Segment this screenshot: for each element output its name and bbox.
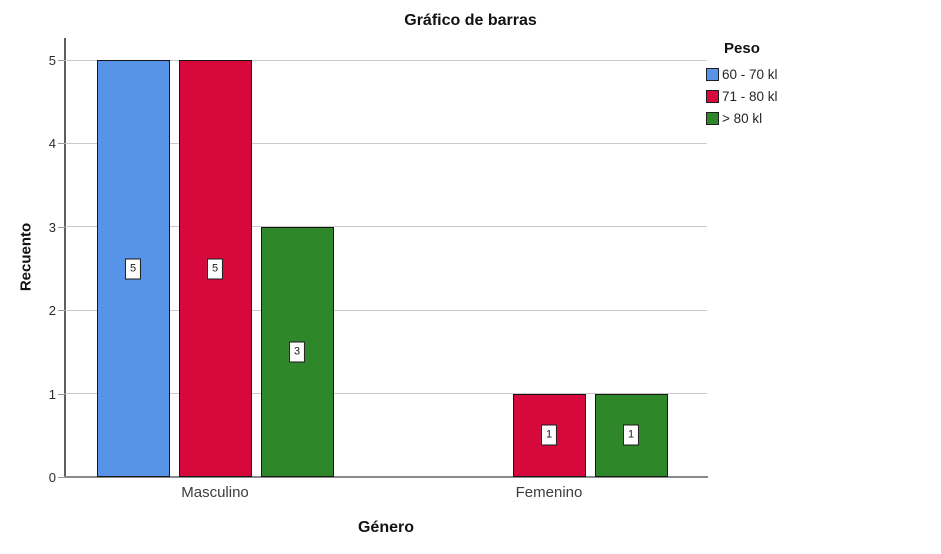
y-tick-label: 3 bbox=[48, 219, 56, 235]
legend-swatch-icon bbox=[706, 90, 719, 103]
gridline bbox=[65, 59, 707, 61]
legend-title: Peso bbox=[724, 40, 760, 57]
y-tick-label: 2 bbox=[48, 303, 56, 319]
legend-items: 60 - 70 kl 71 - 80 kl > 80 kl bbox=[706, 67, 936, 126]
category-label-femenino: Femenino bbox=[515, 484, 583, 501]
gridline bbox=[65, 142, 707, 144]
y-tick bbox=[58, 393, 65, 395]
legend-swatch-icon bbox=[706, 112, 719, 125]
y-tick-label: 1 bbox=[48, 386, 56, 402]
y-tick bbox=[58, 60, 65, 61]
x-axis-line bbox=[64, 476, 708, 478]
legend-item-label: 60 - 70 kl bbox=[722, 67, 778, 82]
y-tick bbox=[58, 226, 65, 228]
bar-value-label: 5 bbox=[206, 258, 224, 279]
y-tick bbox=[58, 310, 65, 312]
legend-item: 71 - 80 kl bbox=[706, 89, 936, 104]
y-tick-label: 0 bbox=[48, 470, 56, 485]
gridline bbox=[65, 393, 707, 395]
legend-item: 60 - 70 kl bbox=[706, 67, 936, 82]
legend-swatch-icon bbox=[706, 68, 719, 81]
y-tick-label: 4 bbox=[48, 136, 56, 152]
x-axis-title: Género bbox=[357, 519, 414, 536]
chart-title: Gráfico de barras bbox=[404, 12, 537, 29]
gridline bbox=[65, 226, 707, 228]
bar-value-label: 3 bbox=[288, 341, 306, 363]
legend-item: > 80 kl bbox=[706, 111, 936, 126]
y-tick bbox=[58, 477, 65, 478]
bar-value-label: 1 bbox=[622, 424, 640, 446]
category-label-masculino: Masculino bbox=[181, 484, 249, 501]
legend-item-label: > 80 kl bbox=[722, 111, 763, 126]
bar-value-label: 1 bbox=[540, 424, 558, 446]
bar-value-label: 5 bbox=[124, 258, 142, 279]
gridline bbox=[65, 309, 707, 311]
bar-masculino-1 bbox=[96, 60, 170, 477]
y-axis-title: Recuento bbox=[17, 222, 35, 292]
y-axis-line bbox=[64, 38, 66, 478]
y-tick-label: 5 bbox=[48, 53, 56, 68]
legend-item-label: 71 - 80 kl bbox=[722, 89, 778, 104]
y-tick bbox=[58, 143, 65, 145]
legend: Peso 60 - 70 kl 71 - 80 kl > 80 kl bbox=[706, 40, 936, 133]
